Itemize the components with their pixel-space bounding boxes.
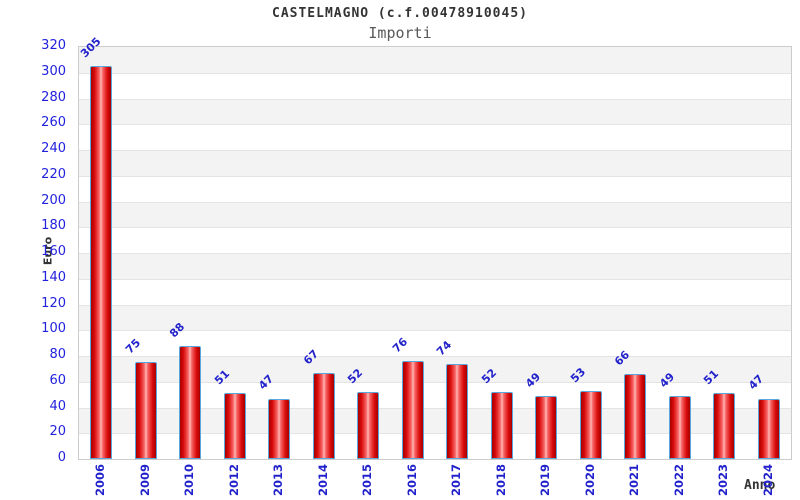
- grid-band: [79, 227, 791, 253]
- grid-line: [79, 72, 791, 74]
- x-tick-label: 2023: [716, 463, 731, 497]
- x-tick-label: 2010: [182, 463, 197, 497]
- x-tick-label: 2013: [271, 463, 286, 497]
- grid-band: [79, 175, 791, 202]
- grid-line: [79, 433, 791, 435]
- x-tick-label: 2017: [449, 463, 464, 497]
- grid-band: [79, 304, 791, 331]
- y-tick-label: 40: [49, 398, 66, 414]
- bar-2010: [179, 345, 202, 459]
- grid-line: [79, 175, 791, 177]
- grid-band: [79, 124, 791, 150]
- grid-band: [79, 72, 791, 99]
- bar-2006: [90, 66, 113, 459]
- bar-2013: [268, 398, 291, 459]
- x-axis-title: Anno: [744, 478, 776, 493]
- bar-2009: [134, 362, 157, 459]
- y-tick-label: 220: [41, 166, 66, 182]
- bar-2019: [535, 395, 558, 459]
- x-tick-label: 2014: [315, 463, 330, 497]
- bar-2024: [757, 398, 780, 459]
- y-tick-label: 160: [41, 244, 66, 259]
- x-tick-label: 2020: [582, 463, 597, 497]
- bar-2021: [624, 374, 647, 459]
- grid-line: [79, 227, 791, 229]
- bar-2015: [357, 392, 380, 459]
- y-tick-label: 60: [49, 372, 66, 388]
- x-tick-label: 2018: [493, 463, 508, 497]
- x-tick-label: 2006: [93, 463, 108, 497]
- grid-line: [79, 201, 791, 203]
- x-tick-label: 2022: [671, 463, 686, 497]
- grid-band: [79, 150, 791, 176]
- bar-2014: [312, 372, 335, 459]
- grid-line: [79, 150, 791, 151]
- x-tick-label: 2019: [538, 463, 553, 497]
- grid-line: [79, 381, 791, 383]
- grid-band: [79, 201, 791, 228]
- y-tick-label: 200: [41, 192, 66, 208]
- grid-band: [79, 253, 791, 279]
- grid-line: [79, 98, 791, 100]
- bar-2012: [223, 393, 246, 459]
- grid-line: [79, 278, 791, 280]
- y-tick-label: 100: [41, 321, 66, 337]
- grid-band: [79, 278, 791, 305]
- grid-line: [79, 253, 791, 254]
- chart-subtitle: Importi: [368, 24, 432, 42]
- chart-title: CASTELMAGNO (c.f.00478910045): [272, 6, 528, 21]
- y-tick-label: 300: [41, 63, 66, 79]
- y-tick-label: 80: [49, 347, 66, 362]
- x-tick-label: 2015: [360, 463, 375, 497]
- y-tick-label: 120: [41, 295, 66, 311]
- y-tick-label: 180: [41, 218, 66, 234]
- y-tick-label: 320: [41, 38, 66, 53]
- x-tick-label: 2012: [226, 463, 241, 497]
- x-tick-label: 2009: [137, 463, 152, 497]
- bar-2016: [401, 361, 424, 459]
- bar-2020: [579, 390, 602, 459]
- grid-line: [79, 330, 791, 332]
- grid-line: [79, 356, 791, 357]
- grid-line: [79, 124, 791, 126]
- y-tick-label: 140: [41, 269, 66, 285]
- y-tick-label: 0: [57, 450, 66, 465]
- bar-2017: [446, 363, 469, 459]
- x-tick-label: 2016: [404, 463, 419, 497]
- y-tick-label: 20: [49, 424, 66, 440]
- bar-2023: [713, 393, 736, 459]
- plot-area: 305 75 88 51 47 67 52 76 74 52 49 53 66 49 51 47: [78, 35, 792, 460]
- bar-2018: [490, 392, 513, 459]
- x-tick-label: 2021: [627, 463, 642, 497]
- y-tick-label: 240: [41, 141, 66, 156]
- grid-line: [79, 407, 791, 409]
- bar-2022: [668, 395, 691, 459]
- grid-band: [79, 47, 791, 73]
- grid-line: [79, 304, 791, 306]
- y-tick-label: 280: [41, 89, 66, 105]
- grid-band: [79, 98, 791, 125]
- y-tick-label: 260: [41, 115, 66, 131]
- x-tick-label: 2024: [760, 463, 775, 497]
